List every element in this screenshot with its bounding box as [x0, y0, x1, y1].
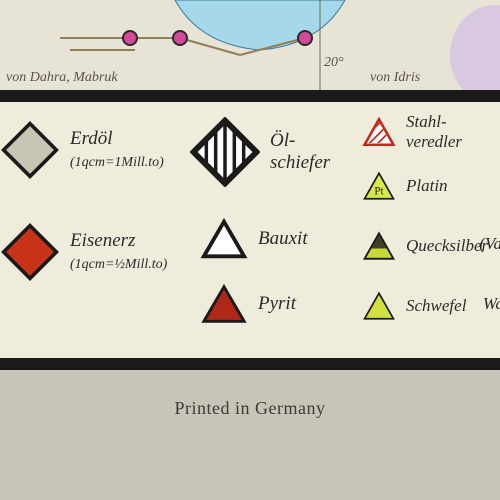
map-label-right: von Idris: [370, 70, 420, 86]
label-text: Stahl-veredler: [406, 112, 462, 151]
legend-panel: Erdöl (1qcm=1Mill.to) Eisenerz (1qcm=½Mi…: [0, 102, 500, 358]
legend-frame: Erdöl (1qcm=1Mill.to) Eisenerz (1qcm=½Mi…: [0, 90, 500, 370]
legend-eisenerz: Eisenerz (1qcm=½Mill.to): [0, 222, 167, 282]
diamond-icon: [0, 120, 60, 180]
triangle-text-icon: Pt: [362, 170, 396, 202]
footer-text: Printed in Germany: [0, 398, 500, 419]
legend-partial2: Wa: [483, 294, 500, 314]
map-fragment: von Dahra, Mabruk 20° von Idris: [0, 0, 500, 100]
map-lon-mark: 20°: [324, 55, 344, 71]
legend-label: Schwefel: [406, 296, 466, 316]
diamond-hatched-icon: [190, 117, 260, 187]
legend-label: Quecksilber: [406, 236, 488, 256]
legend-stahlveredler: Stahl-veredler: [362, 112, 462, 151]
legend-pyrit: Pyrit: [200, 282, 296, 326]
legend-bauxit: Bauxit: [200, 217, 308, 261]
legend-partial: (Va: [479, 234, 500, 254]
label-sub: (1qcm=½Mill.to): [70, 257, 167, 272]
svg-text:Pt: Pt: [374, 186, 383, 198]
label-sub: (1qcm=1Mill.to): [70, 155, 164, 170]
triangle-icon: [200, 282, 248, 326]
label-text: Eisenerz: [70, 230, 135, 251]
label-text: Öl-schiefer: [270, 130, 330, 173]
legend-label: Bauxit: [258, 228, 308, 250]
legend-platin: Pt Platin: [362, 170, 448, 202]
legend-label: Erdöl (1qcm=1Mill.to): [70, 128, 164, 172]
triangle-hatched-icon: [362, 116, 396, 148]
label-text: Erdöl: [70, 128, 113, 149]
legend-label: Stahl-veredler: [406, 112, 462, 151]
map-label-left: von Dahra, Mabruk: [6, 70, 118, 86]
legend-oelschiefer: Öl-schiefer: [190, 117, 330, 187]
legend-label: Platin: [406, 176, 448, 196]
legend-label: Eisenerz (1qcm=½Mill.to): [70, 230, 167, 274]
legend-schwefel: Schwefel: [362, 290, 466, 322]
diamond-icon: [0, 222, 60, 282]
legend-label: Pyrit: [258, 293, 296, 315]
legend-erdol: Erdöl (1qcm=1Mill.to): [0, 120, 164, 180]
triangle-split-icon: [362, 230, 396, 262]
legend-quecksilber: Quecksilber: [362, 230, 488, 262]
triangle-icon: [362, 290, 396, 322]
triangle-icon: [200, 217, 248, 261]
legend-label: Öl-schiefer: [270, 130, 330, 174]
